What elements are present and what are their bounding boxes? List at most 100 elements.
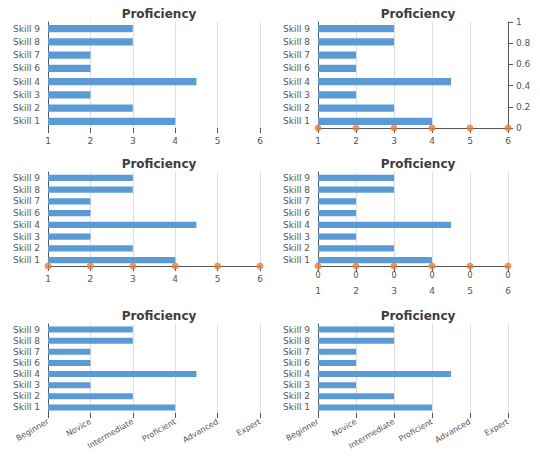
svg-text:1: 1 bbox=[315, 136, 321, 146]
svg-text:Proficient: Proficient bbox=[397, 417, 434, 444]
svg-text:Skill 9: Skill 9 bbox=[283, 173, 310, 183]
svg-text:Skill 3: Skill 3 bbox=[283, 90, 310, 100]
svg-text:Skill 3: Skill 3 bbox=[283, 380, 310, 390]
svg-text:3: 3 bbox=[130, 136, 136, 146]
svg-text:Skill 9: Skill 9 bbox=[13, 325, 40, 335]
svg-text:Skill 8: Skill 8 bbox=[283, 336, 310, 346]
svg-text:5: 5 bbox=[215, 274, 221, 284]
svg-text:4: 4 bbox=[429, 136, 435, 146]
svg-text:0: 0 bbox=[467, 271, 472, 280]
svg-text:2: 2 bbox=[88, 136, 94, 146]
svg-text:Skill 3: Skill 3 bbox=[13, 90, 40, 100]
svg-text:2: 2 bbox=[353, 136, 359, 146]
svg-text:0.4: 0.4 bbox=[516, 81, 531, 91]
svg-text:Skill 7: Skill 7 bbox=[283, 196, 310, 206]
svg-text:Skill 1: Skill 1 bbox=[13, 116, 40, 126]
svg-text:Skill 4: Skill 4 bbox=[13, 220, 40, 230]
svg-text:Proficiency: Proficiency bbox=[122, 7, 197, 21]
svg-text:Expert: Expert bbox=[235, 417, 262, 438]
svg-text:Skill 2: Skill 2 bbox=[13, 391, 40, 401]
svg-text:Proficiency: Proficiency bbox=[122, 157, 197, 171]
svg-text:Proficiency: Proficiency bbox=[381, 309, 456, 323]
svg-text:Skill 8: Skill 8 bbox=[13, 336, 40, 346]
svg-text:Skill 2: Skill 2 bbox=[13, 103, 40, 113]
svg-text:0.8: 0.8 bbox=[516, 38, 531, 48]
svg-text:Skill 6: Skill 6 bbox=[283, 208, 310, 218]
svg-text:Novice: Novice bbox=[330, 417, 358, 438]
svg-text:Skill 4: Skill 4 bbox=[283, 369, 310, 379]
svg-text:5: 5 bbox=[467, 136, 473, 146]
svg-text:Proficient: Proficient bbox=[141, 417, 178, 444]
svg-text:Skill 3: Skill 3 bbox=[13, 232, 40, 242]
svg-text:Skill 1: Skill 1 bbox=[283, 116, 310, 126]
svg-text:1: 1 bbox=[516, 17, 522, 27]
svg-text:3: 3 bbox=[391, 136, 397, 146]
svg-text:Skill 4: Skill 4 bbox=[283, 77, 310, 87]
svg-text:Skill 1: Skill 1 bbox=[13, 255, 40, 265]
svg-text:0: 0 bbox=[315, 271, 320, 280]
svg-text:Skill 6: Skill 6 bbox=[13, 358, 40, 368]
svg-text:6: 6 bbox=[505, 286, 511, 296]
svg-text:Skill 6: Skill 6 bbox=[283, 358, 310, 368]
svg-text:0.6: 0.6 bbox=[516, 59, 531, 69]
svg-text:4: 4 bbox=[172, 136, 178, 146]
svg-text:Intermediate: Intermediate bbox=[347, 417, 396, 451]
svg-text:Skill 1: Skill 1 bbox=[13, 402, 40, 412]
svg-text:0: 0 bbox=[516, 123, 522, 133]
svg-text:Skill 7: Skill 7 bbox=[283, 50, 310, 60]
svg-text:Skill 4: Skill 4 bbox=[13, 369, 40, 379]
svg-text:Skill 6: Skill 6 bbox=[13, 208, 40, 218]
svg-text:Skill 2: Skill 2 bbox=[13, 243, 40, 253]
svg-text:1: 1 bbox=[45, 136, 51, 146]
svg-text:Skill 4: Skill 4 bbox=[13, 77, 40, 87]
svg-text:0: 0 bbox=[353, 271, 358, 280]
svg-text:Skill 6: Skill 6 bbox=[13, 63, 40, 73]
svg-text:Skill 8: Skill 8 bbox=[283, 185, 310, 195]
svg-text:3: 3 bbox=[130, 274, 136, 284]
svg-text:3: 3 bbox=[391, 286, 397, 296]
svg-text:Skill 1: Skill 1 bbox=[283, 402, 310, 412]
svg-text:Advanced: Advanced bbox=[181, 417, 220, 445]
svg-text:Proficiency: Proficiency bbox=[381, 7, 456, 21]
svg-text:Skill 9: Skill 9 bbox=[13, 24, 40, 34]
svg-text:Beginner: Beginner bbox=[285, 417, 321, 443]
svg-text:Skill 7: Skill 7 bbox=[13, 50, 40, 60]
svg-text:2: 2 bbox=[353, 286, 359, 296]
svg-text:Proficiency: Proficiency bbox=[122, 309, 197, 323]
svg-text:Skill 9: Skill 9 bbox=[283, 24, 310, 34]
svg-text:Skill 3: Skill 3 bbox=[13, 380, 40, 390]
svg-text:Skill 6: Skill 6 bbox=[283, 63, 310, 73]
svg-text:Skill 9: Skill 9 bbox=[13, 173, 40, 183]
svg-text:1: 1 bbox=[45, 274, 51, 284]
svg-text:Advanced: Advanced bbox=[434, 417, 473, 445]
svg-text:Expert: Expert bbox=[483, 417, 510, 438]
svg-text:Intermediate: Intermediate bbox=[86, 417, 135, 451]
svg-text:Skill 2: Skill 2 bbox=[283, 103, 310, 113]
svg-text:Skill 2: Skill 2 bbox=[283, 391, 310, 401]
svg-text:1: 1 bbox=[315, 286, 321, 296]
svg-text:Proficiency: Proficiency bbox=[381, 157, 456, 171]
svg-text:6: 6 bbox=[505, 136, 511, 146]
svg-text:Skill 2: Skill 2 bbox=[283, 243, 310, 253]
svg-text:Skill 7: Skill 7 bbox=[283, 347, 310, 357]
svg-text:4: 4 bbox=[172, 274, 178, 284]
svg-text:5: 5 bbox=[215, 136, 221, 146]
svg-text:Skill 4: Skill 4 bbox=[283, 220, 310, 230]
svg-text:Novice: Novice bbox=[65, 417, 93, 438]
svg-text:4: 4 bbox=[429, 286, 435, 296]
svg-text:Skill 7: Skill 7 bbox=[13, 196, 40, 206]
svg-text:6: 6 bbox=[257, 274, 263, 284]
svg-text:0: 0 bbox=[429, 271, 434, 280]
svg-text:Skill 8: Skill 8 bbox=[13, 37, 40, 47]
svg-text:Skill 9: Skill 9 bbox=[283, 325, 310, 335]
svg-text:Skill 1: Skill 1 bbox=[283, 255, 310, 265]
svg-text:Beginner: Beginner bbox=[15, 417, 51, 443]
svg-text:Skill 7: Skill 7 bbox=[13, 347, 40, 357]
svg-text:Skill 3: Skill 3 bbox=[283, 232, 310, 242]
svg-text:0.2: 0.2 bbox=[516, 102, 530, 112]
svg-text:0: 0 bbox=[505, 271, 510, 280]
svg-text:Skill 8: Skill 8 bbox=[13, 185, 40, 195]
svg-text:6: 6 bbox=[257, 136, 263, 146]
svg-text:2: 2 bbox=[88, 274, 94, 284]
svg-text:Skill 8: Skill 8 bbox=[283, 37, 310, 47]
